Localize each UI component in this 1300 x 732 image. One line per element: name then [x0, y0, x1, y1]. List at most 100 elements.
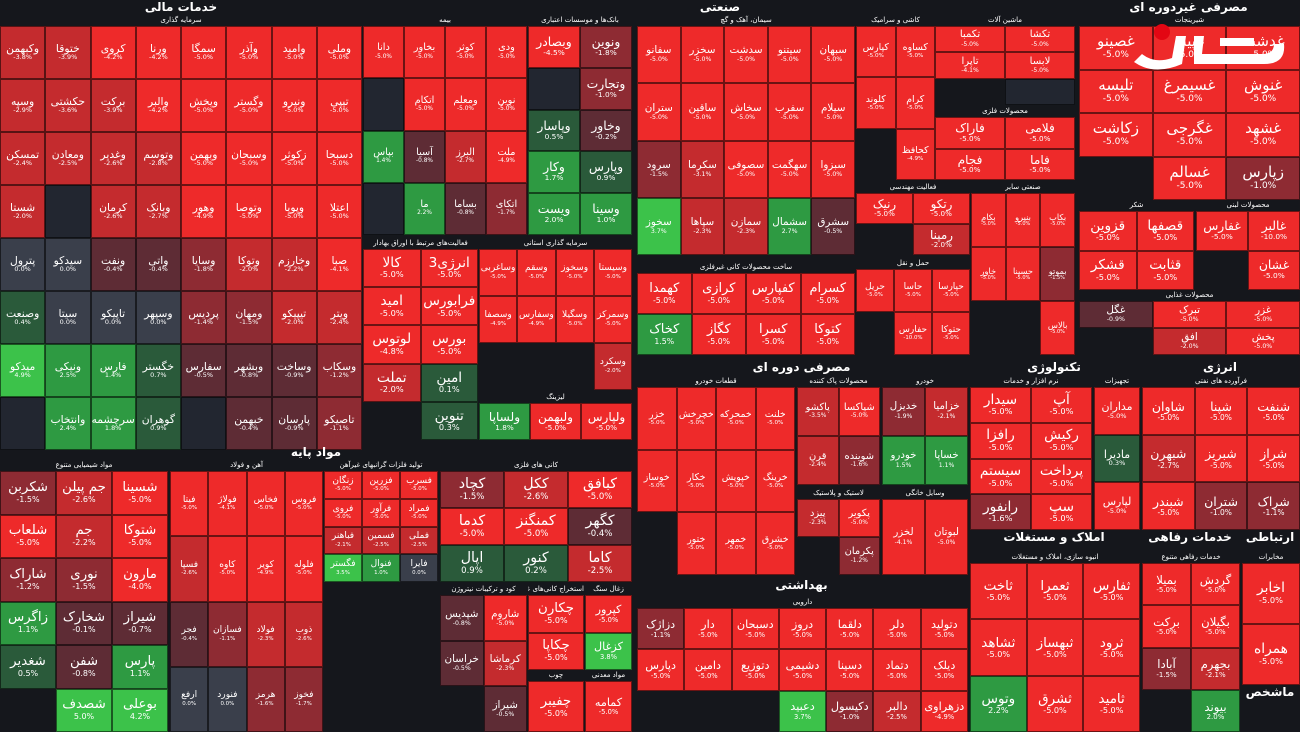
stock-tile[interactable]: شیراز -0.5%: [483, 686, 527, 732]
stock-tile[interactable]: ومعادن -2.5%: [45, 132, 91, 185]
stock-tile[interactable]: پترول 0.0%: [0, 238, 46, 291]
stock-tile[interactable]: کلوند -5.0%: [856, 77, 896, 129]
stock-tile[interactable]: سیلام -5.0%: [811, 83, 855, 141]
stock-tile[interactable]: لبوتان -5.0%: [925, 499, 968, 575]
stock-tile[interactable]: شبندر -5.0%: [1142, 482, 1195, 530]
stock-tile[interactable]: ثشاهد -5.0%: [970, 619, 1027, 676]
stock-tile[interactable]: وتوکا -2.0%: [226, 238, 272, 291]
stock-tile[interactable]: شپنا -5.0%: [1194, 387, 1248, 435]
stock-tile[interactable]: فلوله -5.0%: [284, 536, 323, 602]
stock-tile[interactable]: شصدف 5.0%: [56, 688, 112, 732]
stock-tile[interactable]: وبشهر -0.8%: [226, 344, 272, 397]
stock-tile[interactable]: ذوب -2.6%: [284, 601, 323, 667]
stock-tile[interactable]: حتوکا -5.0%: [932, 312, 970, 355]
stock-tile[interactable]: سمگا -5.0%: [181, 26, 227, 79]
stock-tile[interactable]: فسازان -1.1%: [208, 601, 247, 667]
stock-tile[interactable]: فاما -5.0%: [1005, 148, 1075, 180]
stock-tile[interactable]: بکام -5.0%: [971, 193, 1006, 247]
stock-tile[interactable]: کتوکا -5.0%: [800, 314, 855, 355]
stock-tile[interactable]: شاوان -5.0%: [1142, 387, 1195, 435]
stock-tile[interactable]: شوینده -1.6%: [838, 436, 880, 485]
stock-tile[interactable]: وامید -5.0%: [271, 26, 317, 79]
stock-tile[interactable]: وسفارس -4.9%: [517, 296, 556, 343]
stock-tile[interactable]: سرود -1.5%: [637, 140, 681, 198]
stock-tile[interactable]: فمراد -5.0%: [400, 498, 438, 527]
stock-tile[interactable]: ومعلم -5.0%: [445, 78, 486, 131]
stock-tile[interactable]: بخاور -5.0%: [404, 26, 445, 79]
stock-tile[interactable]: ساقین -5.0%: [680, 83, 725, 141]
stock-tile[interactable]: فملی -2.5%: [400, 526, 438, 555]
stock-tile[interactable]: فروی -5.0%: [324, 498, 362, 527]
stock-tile[interactable]: کهمدا -5.0%: [637, 273, 692, 314]
stock-tile[interactable]: آسیا -0.8%: [404, 130, 445, 183]
stock-tile[interactable]: دتوزیع -5.0%: [731, 649, 779, 691]
stock-tile[interactable]: حاسا -5.0%: [894, 269, 932, 312]
stock-tile[interactable]: پیزد -2.3%: [797, 499, 839, 537]
stock-tile[interactable]: پارسان -0.9%: [271, 397, 317, 450]
stock-tile[interactable]: دالبر -2.5%: [873, 690, 921, 732]
stock-tile[interactable]: رافزا -5.0%: [970, 422, 1031, 459]
stock-tile[interactable]: وسینا 1.0%: [580, 193, 632, 235]
stock-tile[interactable]: کروی -4.2%: [90, 26, 136, 79]
stock-tile[interactable]: وپارس 0.9%: [580, 151, 632, 194]
stock-tile[interactable]: زاگرس 1.1%: [0, 601, 56, 645]
stock-tile[interactable]: همراه -5.0%: [1242, 624, 1300, 685]
stock-tile[interactable]: ملت -4.9%: [486, 130, 527, 183]
stock-tile[interactable]: کزغال 3.8%: [585, 632, 632, 670]
stock-tile[interactable]: شفن -0.8%: [56, 645, 112, 689]
stock-tile[interactable]: دزهراوی -4.9%: [920, 690, 968, 732]
stock-tile[interactable]: دلقما -5.0%: [826, 608, 874, 650]
stock-tile[interactable]: میدکو 4.9%: [0, 344, 46, 397]
stock-tile[interactable]: قزوین -5.0%: [1079, 211, 1137, 251]
stock-tile[interactable]: فلامی -5.0%: [1005, 117, 1075, 149]
stock-tile[interactable]: شلعاب -5.0%: [0, 514, 56, 558]
stock-tile[interactable]: دیلک -5.0%: [920, 649, 968, 691]
stock-tile[interactable]: غالبر -10.0%: [1248, 211, 1300, 251]
stock-tile[interactable]: دامین -5.0%: [684, 649, 732, 691]
stock-tile[interactable]: برکت -3.9%: [90, 79, 136, 132]
stock-tile[interactable]: وسصفا -4.9%: [479, 296, 518, 343]
stock-tile[interactable]: کاما -2.5%: [568, 545, 632, 582]
stock-tile[interactable]: سخوز 3.7%: [637, 197, 681, 255]
stock-tile[interactable]: اتکام -5.0%: [404, 78, 445, 131]
stock-tile[interactable]: خاور -5.0%: [971, 247, 1006, 301]
stock-tile[interactable]: سبهان -5.0%: [811, 26, 855, 84]
stock-tile[interactable]: پاکشو -3.5%: [797, 387, 839, 436]
stock-tile[interactable]: خساپا 1.1%: [925, 436, 968, 485]
stock-tile[interactable]: پردیس -1.4%: [181, 291, 227, 344]
stock-tile[interactable]: تکمبا -5.0%: [935, 26, 1005, 53]
stock-tile[interactable]: بنیرو -5.0%: [1005, 193, 1041, 247]
stock-tile[interactable]: شکربن -1.5%: [0, 471, 56, 515]
stock-tile[interactable]: خپویش -5.0%: [716, 449, 756, 513]
stock-tile[interactable]: حکشتی -3.6%: [45, 79, 91, 132]
stock-tile[interactable]: کسرام -5.0%: [800, 273, 855, 314]
stock-tile[interactable]: شپاکسا -5.0%: [838, 387, 880, 436]
stock-tile[interactable]: ونیرو -5.0%: [271, 79, 317, 132]
stock-tile[interactable]: وملی -5.0%: [316, 26, 362, 79]
stock-tile[interactable]: وسپه -2.9%: [0, 79, 46, 132]
stock-tile[interactable]: کمامه -5.0%: [585, 681, 632, 732]
stock-tile[interactable]: زپارس -1.0%: [1226, 156, 1300, 200]
stock-tile[interactable]: سخاش -5.0%: [724, 83, 768, 141]
stock-tile[interactable]: پکرمان -1.2%: [838, 537, 880, 575]
stock-tile[interactable]: قثابت -5.0%: [1136, 250, 1194, 290]
stock-tile[interactable]: وسقم -5.0%: [517, 249, 556, 296]
stock-tile[interactable]: اتکای -1.7%: [486, 182, 527, 235]
stock-tile[interactable]: وسخوز -5.0%: [555, 249, 594, 296]
stock-tile[interactable]: [363, 78, 404, 131]
stock-tile[interactable]: پارس 1.1%: [112, 645, 168, 689]
stock-tile[interactable]: وبانک -2.7%: [135, 185, 181, 238]
stock-tile[interactable]: ثاخت -5.0%: [970, 563, 1027, 620]
stock-tile[interactable]: بموتو -1.5%: [1040, 247, 1075, 301]
stock-tile[interactable]: بوعلی 4.2%: [112, 688, 168, 732]
stock-tile[interactable]: ویخش -5.0%: [181, 79, 227, 132]
stock-tile[interactable]: تنوین 0.3%: [420, 401, 478, 440]
stock-tile[interactable]: فیتا -5.0%: [170, 471, 209, 537]
stock-tile[interactable]: وانتخاب 2.4%: [45, 397, 91, 450]
stock-tile[interactable]: کنور 0.2%: [504, 545, 568, 582]
stock-tile[interactable]: فخاس -5.0%: [246, 471, 285, 537]
stock-tile[interactable]: غشهد -5.0%: [1226, 113, 1300, 157]
stock-tile[interactable]: فجر -0.4%: [170, 601, 209, 667]
stock-tile[interactable]: شتوکا -5.0%: [112, 514, 168, 558]
stock-tile[interactable]: وهور -4.9%: [181, 185, 227, 238]
